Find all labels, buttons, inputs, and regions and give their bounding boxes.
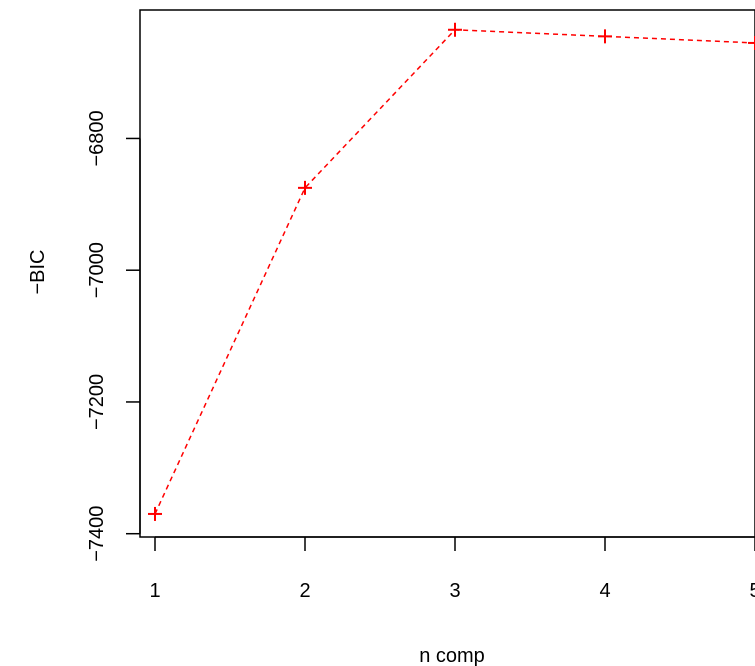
series-layer: [148, 22, 755, 521]
series-line: [154, 28, 755, 515]
x-tick-label: 5: [749, 580, 755, 602]
x-tick-label: 1: [149, 580, 160, 602]
x-axis-title: n comp: [419, 645, 485, 666]
y-tick-label: −7000: [86, 242, 108, 298]
plot-frame: [139, 9, 755, 538]
y-axis: −6800 −7000 −7200 −7400: [86, 110, 141, 562]
y-tick-label: −6800: [86, 110, 108, 166]
y-axis-title: −BIC: [27, 249, 49, 294]
x-tick-label: 4: [599, 580, 610, 602]
x-tick-label: 3: [449, 580, 460, 602]
data-point-marker: [448, 22, 462, 37]
data-point-marker: [298, 180, 312, 195]
y-tick-label: −7400: [86, 506, 108, 562]
data-point-marker: [748, 35, 755, 50]
data-point-marker: [148, 506, 162, 521]
x-axis: 1 2 3 4 5: [149, 536, 755, 602]
x-tick-label: 2: [299, 580, 310, 602]
y-tick-label: −7200: [86, 374, 108, 430]
data-point-marker: [598, 29, 612, 44]
